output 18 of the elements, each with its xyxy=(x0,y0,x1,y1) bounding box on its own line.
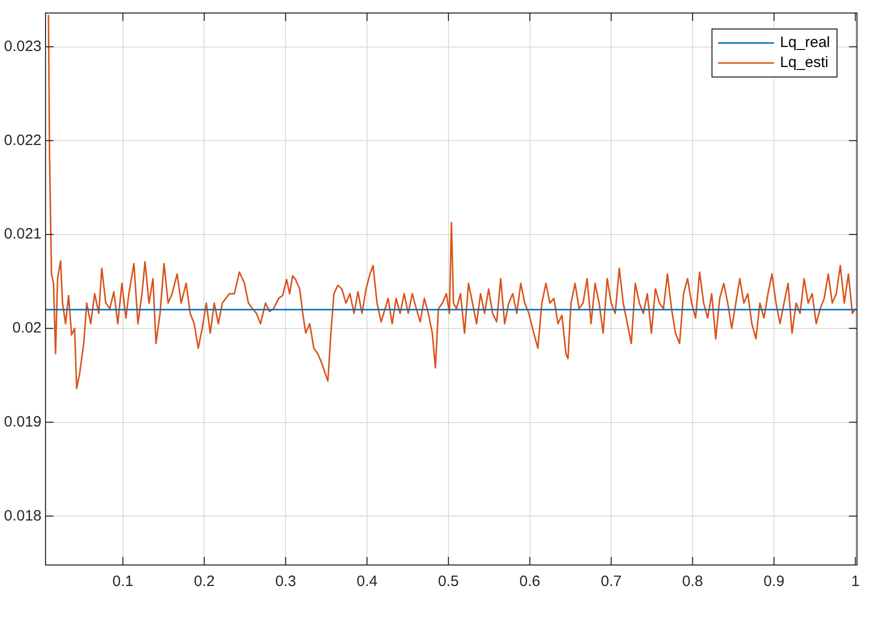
x-tick-label: 0.3 xyxy=(275,573,296,590)
x-tick-label: 0.7 xyxy=(600,573,622,590)
x-tick-label: 0.8 xyxy=(682,573,704,590)
y-tick-label: 0.023 xyxy=(4,38,42,55)
x-tick-label: 0.1 xyxy=(112,573,134,590)
x-tick-label: 0.9 xyxy=(764,573,784,590)
x-tick-label: 1 xyxy=(851,573,860,590)
x-tick-label: 0.6 xyxy=(519,573,540,590)
y-tick-label: 0.018 xyxy=(4,507,42,524)
y-tick-label: 0.019 xyxy=(4,413,42,430)
legend-label: Lq_esti xyxy=(780,54,828,72)
y-tick-label: 0.022 xyxy=(4,132,42,149)
x-tick-label: 0.5 xyxy=(438,573,459,590)
x-tick-label: 0.2 xyxy=(194,573,215,590)
legend-label: Lq_real xyxy=(780,34,830,52)
y-tick-label: 0.02 xyxy=(12,320,42,337)
y-tick-label: 0.021 xyxy=(4,226,42,243)
x-tick-label: 0.4 xyxy=(356,573,378,590)
